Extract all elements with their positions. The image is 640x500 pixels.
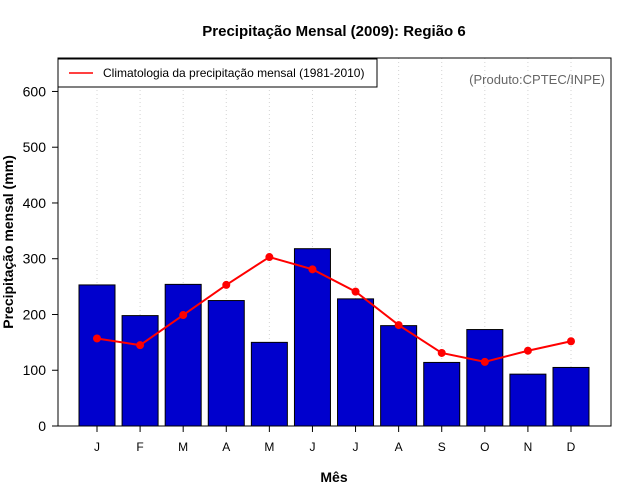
- legend-box: [57, 58, 378, 88]
- y-tick-label-600: 600: [23, 83, 47, 99]
- bar-month-5: [250, 341, 288, 427]
- y-tick-label-500: 500: [23, 139, 47, 155]
- climatology-point-8: [394, 321, 403, 330]
- x-tick-label-4: A: [222, 440, 230, 454]
- credit-text: (Produto:CPTEC/INPE): [469, 72, 605, 87]
- climatology-point-3: [179, 311, 188, 320]
- climatology-point-9: [437, 348, 446, 357]
- climatology-point-7: [351, 287, 360, 296]
- y-axis: 0 100 200 300 400 500 600: [23, 83, 58, 434]
- climatology-point-10: [480, 357, 489, 366]
- climatology-point-2: [136, 341, 145, 350]
- bar-month-7: [337, 298, 375, 427]
- legend-label-climatology: Climatologia da precipitação mensal (198…: [103, 66, 364, 80]
- x-tick-label-10: O: [480, 440, 489, 454]
- climatology-line: [96, 255, 572, 363]
- legend: Climatologia da precipitação mensal (198…: [57, 58, 378, 88]
- climatology-point-5: [265, 253, 274, 262]
- y-tick-label-300: 300: [23, 251, 47, 267]
- bar-month-8: [380, 325, 418, 427]
- y-tick-label-100: 100: [23, 362, 47, 378]
- bar-month-2: [121, 315, 159, 427]
- y-tick-label-0: 0: [38, 418, 46, 434]
- climatology-point-1: [93, 334, 101, 343]
- x-tick-label-8: A: [395, 440, 403, 454]
- bar-month-3: [164, 283, 202, 427]
- x-tick-label-11: N: [524, 440, 533, 454]
- y-axis-title: Precipitação mensal (mm): [0, 155, 16, 329]
- climatology-point-11: [523, 346, 532, 355]
- plot-frame: [57, 57, 612, 427]
- x-tick-label-1: J: [94, 440, 100, 454]
- y-tick-label-200: 200: [23, 306, 47, 322]
- climatology-line-series: [93, 253, 575, 366]
- x-tick-label-7: J: [353, 440, 359, 454]
- bar-month-4: [207, 300, 245, 427]
- bar-month-10: [466, 329, 504, 427]
- climatology-point-4: [222, 280, 231, 289]
- bar-month-1: [78, 284, 116, 427]
- x-tick-label-9: S: [438, 440, 446, 454]
- chart-title: Precipitação Mensal (2009): Região 6: [202, 23, 465, 40]
- climatology-point-6: [308, 265, 317, 274]
- x-tick-label-2: F: [136, 440, 143, 454]
- bar-series: [78, 248, 590, 427]
- y-tick-label-400: 400: [23, 195, 47, 211]
- x-tick-label-3: M: [178, 440, 188, 454]
- x-tick-label-6: J: [309, 440, 315, 454]
- bar-month-9: [423, 361, 461, 427]
- bar-month-11: [509, 373, 547, 427]
- climatology-point-12: [567, 337, 575, 346]
- bar-month-12: [552, 366, 590, 427]
- x-tick-label-12: D: [567, 440, 576, 454]
- x-tick-label-5: M: [264, 440, 274, 454]
- grid-lines: [96, 58, 572, 426]
- x-axis-title: Mês: [320, 469, 347, 485]
